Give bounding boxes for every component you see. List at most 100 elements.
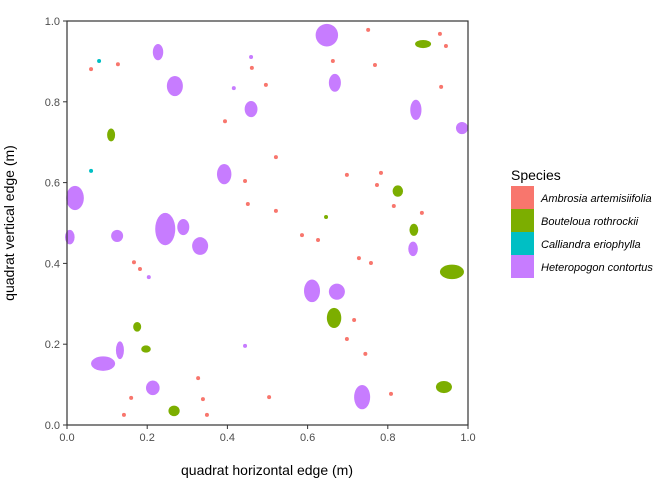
plant-mark — [115, 341, 124, 360]
plant-mark — [439, 84, 444, 89]
plant-mark — [243, 343, 248, 348]
plant-mark — [437, 31, 442, 36]
y-tick-label: 0.0 — [45, 420, 60, 432]
legend-swatch — [511, 255, 534, 278]
plant-mark — [328, 73, 341, 92]
x-tick-label: 0.0 — [59, 432, 74, 444]
plant-mark — [204, 412, 209, 417]
plant-mark — [129, 395, 134, 400]
plant-mark — [344, 336, 349, 341]
plant-mark — [196, 376, 201, 381]
panel-border — [66, 20, 469, 426]
y-tick-label: 0.2 — [45, 339, 60, 351]
plant-mark — [389, 391, 394, 396]
plant-mark — [299, 233, 304, 238]
plant-mark — [231, 86, 236, 91]
plant-mark — [344, 172, 349, 177]
plant-mark — [316, 237, 321, 242]
plant-mark — [249, 65, 254, 70]
x-axis: 0.0 0.2 0.4 0.6 0.8 1.0 — [59, 425, 476, 444]
plant-mark — [455, 122, 468, 135]
plant-mark — [216, 164, 232, 185]
plant-mark — [89, 67, 94, 72]
plant-mark — [141, 345, 151, 353]
plant-mark — [137, 267, 142, 272]
plant-mark — [408, 241, 418, 257]
y-tick-label: 0.8 — [45, 97, 60, 109]
legend-label: Calliandra eriophylla — [541, 239, 641, 251]
plant-mark — [415, 39, 432, 49]
plant-mark — [391, 204, 396, 209]
plant-mark — [97, 58, 102, 63]
plant-mark — [243, 178, 248, 183]
plant-mark — [273, 208, 278, 213]
plant-mark — [443, 44, 448, 49]
plant-mark — [352, 317, 357, 322]
plant-mark — [166, 75, 183, 97]
plant-mark — [263, 82, 268, 87]
y-axis-label: quadrat vertical edge (m) — [1, 145, 17, 301]
plant-mark — [419, 210, 424, 215]
plant-mark — [222, 119, 227, 124]
plant-mark — [326, 307, 342, 329]
plant-mark — [303, 279, 321, 303]
plant-mark — [192, 237, 209, 255]
plant-mark — [315, 23, 339, 47]
x-tick-label: 0.2 — [140, 432, 155, 444]
x-tick-label: 0.4 — [220, 432, 235, 444]
plant-mark — [374, 183, 379, 188]
plant-mark — [91, 356, 116, 371]
plant-mark — [66, 185, 84, 211]
plant-mark — [200, 397, 205, 402]
plant-mark — [378, 170, 383, 175]
x-tick-label: 1.0 — [460, 432, 475, 444]
plant-mark — [366, 27, 371, 32]
legend: Species Ambrosia artemisiifolia Bouteloua… — [511, 167, 653, 278]
legend-label: Bouteloua rothrockii — [541, 216, 639, 228]
plant-mark — [392, 185, 404, 197]
plants-layer — [64, 23, 468, 417]
plant-mark — [145, 380, 160, 396]
plant-mark — [111, 229, 124, 242]
plant-mark — [328, 283, 345, 300]
plant-mark — [168, 405, 180, 417]
y-axis: 0.0 0.2 0.4 0.6 0.8 1.0 — [45, 16, 67, 432]
legend-swatch — [511, 209, 534, 232]
plant-mark — [267, 395, 272, 400]
plant-mark — [115, 62, 120, 67]
legend-label: Heteropogon contortus — [541, 262, 653, 274]
x-axis-label: quadrat horizontal edge (m) — [181, 462, 353, 478]
plant-mark — [131, 260, 136, 265]
plant-mark — [121, 412, 126, 417]
legend-title: Species — [511, 167, 561, 183]
plant-mark — [177, 218, 190, 236]
plant-mark — [409, 223, 419, 236]
plant-mark — [244, 100, 258, 118]
plant-mark — [107, 128, 116, 142]
plant-mark — [249, 54, 254, 59]
plant-mark — [368, 260, 373, 265]
y-tick-label: 0.6 — [45, 178, 60, 190]
plant-mark — [273, 155, 278, 160]
x-tick-label: 0.6 — [300, 432, 315, 444]
legend-swatch — [511, 232, 534, 255]
plant-mark — [155, 212, 176, 246]
plant-mark — [439, 264, 464, 280]
plant-mark — [133, 321, 142, 332]
plant-mark — [410, 99, 422, 120]
plant-mark — [324, 214, 329, 219]
plant-mark — [330, 58, 335, 63]
x-tick-label: 0.8 — [380, 432, 395, 444]
plant-mark — [146, 275, 151, 280]
plant-mark — [245, 202, 250, 207]
y-tick-label: 0.4 — [45, 258, 60, 270]
plant-mark — [363, 351, 368, 356]
legend-label: Ambrosia artemisiifolia — [540, 193, 652, 205]
plant-mark — [372, 63, 377, 68]
plant-mark — [435, 380, 452, 394]
y-tick-label: 1.0 — [45, 16, 60, 28]
plant-mark — [152, 44, 164, 61]
plant-mark — [89, 168, 94, 173]
legend-swatch — [511, 186, 534, 209]
